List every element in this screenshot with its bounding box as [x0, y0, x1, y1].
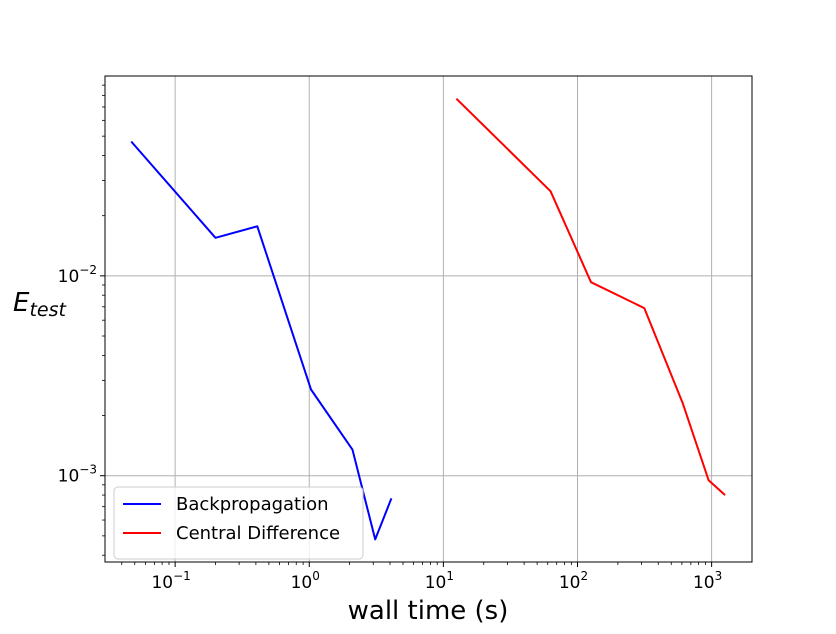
y-tick-label: 10−3 — [58, 463, 97, 487]
x-tick-label: 103 — [693, 569, 722, 593]
series-line-central-difference — [455, 97, 726, 496]
legend-label: Central Difference — [176, 523, 340, 544]
x-tick-label: 10−1 — [151, 569, 190, 593]
legend: Backpropagation Central Difference — [113, 486, 364, 560]
x-tick-label: 102 — [559, 569, 588, 593]
grid-lines — [105, 76, 752, 562]
series-layer — [130, 97, 726, 541]
series-line-backpropagation — [130, 140, 393, 541]
major-ticks — [100, 275, 713, 567]
y-tick-label: 10−2 — [58, 263, 97, 287]
y-axis-label: Etest — [13, 288, 67, 321]
x-tick-label: 100 — [291, 569, 320, 593]
plot-frame — [104, 75, 753, 563]
tick-labels: 10−1 100 101 102 103 10−3 10−2 — [58, 263, 723, 593]
legend-label: Backpropagation — [176, 494, 329, 515]
x-tick-label: 101 — [425, 569, 454, 593]
x-axis-label: wall time (s) — [348, 596, 509, 626]
legend-box — [113, 486, 364, 560]
